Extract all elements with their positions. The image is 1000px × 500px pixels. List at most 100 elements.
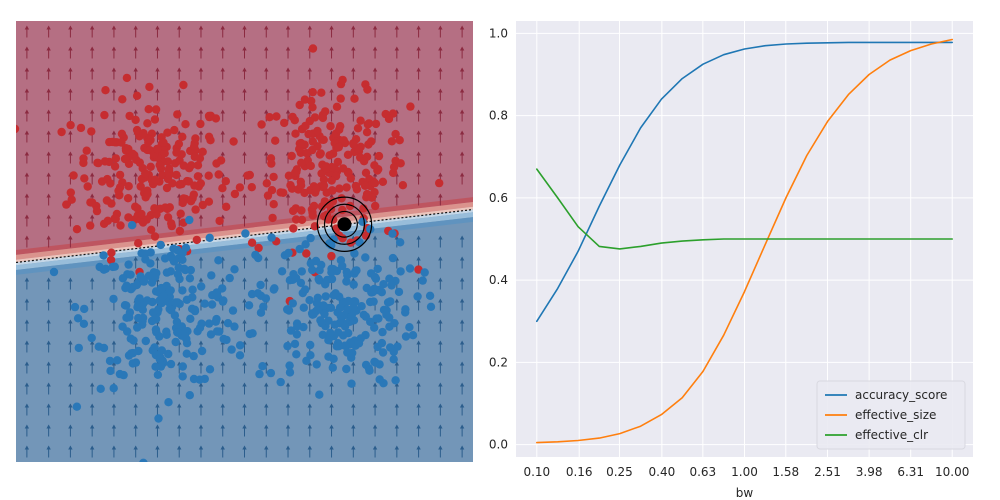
gradient-arrow (242, 277, 247, 290)
class-0-point (356, 334, 365, 343)
class-0-point (283, 341, 292, 351)
gradient-arrow (89, 382, 95, 395)
gradient-arrow (198, 382, 204, 395)
x-tick-label: 2.51 (814, 465, 841, 479)
class-0-point (328, 363, 337, 372)
gradient-arrow (89, 151, 95, 164)
class-1-point (144, 138, 153, 147)
class-1-point (306, 161, 315, 171)
class-0-point (391, 376, 400, 385)
class-0-point (344, 296, 353, 306)
gradient-arrow (372, 424, 378, 437)
class-0-point (218, 297, 228, 306)
class-1-point (353, 124, 363, 133)
class-1-point (300, 95, 310, 104)
class-1-point (316, 149, 325, 158)
gradient-arrow (111, 109, 117, 122)
class-1-point (398, 181, 408, 190)
class-1-point (152, 144, 162, 154)
class-0-point (99, 251, 108, 260)
class-1-point (229, 137, 238, 146)
gradient-arrow (46, 88, 51, 101)
class-1-point (313, 126, 322, 136)
class-1-point (308, 44, 318, 53)
class-0-point (109, 294, 118, 304)
class-0-point (401, 308, 410, 317)
class-0-point (383, 298, 393, 307)
class-1-point (204, 132, 214, 141)
gradient-arrow (155, 382, 160, 395)
class-1-point (235, 183, 245, 192)
class-0-point (141, 336, 150, 346)
gradient-arrow (177, 382, 182, 395)
gradient-arrow (46, 382, 51, 395)
gradient-arrow (459, 235, 465, 248)
class-1-point (263, 191, 273, 200)
class-0-point (182, 295, 192, 304)
gradient-arrow (46, 319, 51, 332)
gradient-arrow (198, 403, 204, 416)
y-tick-label: 0.8 (489, 109, 508, 123)
metrics-vs-bw-panel: 0.10 0.16 0.25 0.40 0.63 1.00 1.58 2.51 3.98 6.31… (489, 21, 973, 500)
class-0-point (256, 291, 266, 300)
class-0-point (389, 355, 398, 364)
class-1-point (164, 164, 174, 173)
class-1-point (230, 189, 240, 199)
x-tick-labels: 0.10 0.16 0.25 0.40 0.63 1.00 1.58 2.51 3.98 6.31… (523, 465, 969, 479)
gradient-arrow (89, 88, 95, 101)
gradient-arrow (198, 46, 204, 59)
class-1-point (271, 136, 280, 145)
class-1-point (196, 179, 205, 188)
gradient-arrow (68, 46, 73, 59)
class-1-point (247, 183, 256, 192)
class-0-point (343, 305, 352, 314)
class-0-point (122, 301, 131, 310)
gradient-arrow (351, 424, 356, 437)
gradient-arrow (198, 424, 204, 437)
gradient-arrow (329, 25, 334, 38)
class-1-point (193, 161, 203, 170)
gradient-arrow (264, 46, 269, 59)
class-1-point (146, 162, 155, 171)
gradient-arrow (264, 67, 269, 80)
gradient-arrow (111, 340, 117, 353)
class-1-point (151, 175, 160, 184)
class-1-point (145, 82, 154, 92)
class-1-point (150, 204, 159, 213)
gradient-arrow (438, 88, 443, 101)
class-1-point (143, 119, 152, 128)
class-0-point (99, 265, 109, 274)
class-1-point (139, 129, 148, 138)
gradient-arrow (329, 382, 334, 395)
class-1-point (321, 163, 331, 173)
gradient-arrow (264, 130, 269, 143)
gradient-arrow (438, 424, 443, 437)
class-1-point (319, 181, 329, 190)
class-0-point (349, 280, 358, 289)
class-0-point (129, 336, 138, 345)
gradient-arrow (459, 151, 465, 164)
class-1-point (343, 150, 353, 159)
gradient-arrow (133, 382, 138, 395)
gradient-arrow (285, 193, 291, 206)
class-1-point (326, 122, 335, 131)
gradient-arrow (46, 277, 51, 290)
gradient-arrow (394, 298, 400, 311)
gradient-arrow (307, 172, 312, 185)
gradient-arrow (242, 256, 247, 269)
class-0-point (394, 287, 404, 297)
class-0-point (160, 254, 170, 263)
class-1-point (291, 168, 300, 177)
class-0-point (131, 358, 141, 367)
class-1-point (291, 129, 300, 138)
class-1-point (192, 235, 201, 245)
gradient-arrow (155, 130, 160, 143)
x-tick-label: 1.58 (772, 465, 799, 479)
class-0-point (256, 308, 266, 317)
gradient-arrow (329, 67, 334, 80)
class-1-point (165, 170, 174, 179)
class-0-point (178, 372, 187, 381)
class-0-point (347, 379, 356, 388)
gradient-arrow (220, 109, 225, 122)
class-0-point (351, 297, 360, 306)
